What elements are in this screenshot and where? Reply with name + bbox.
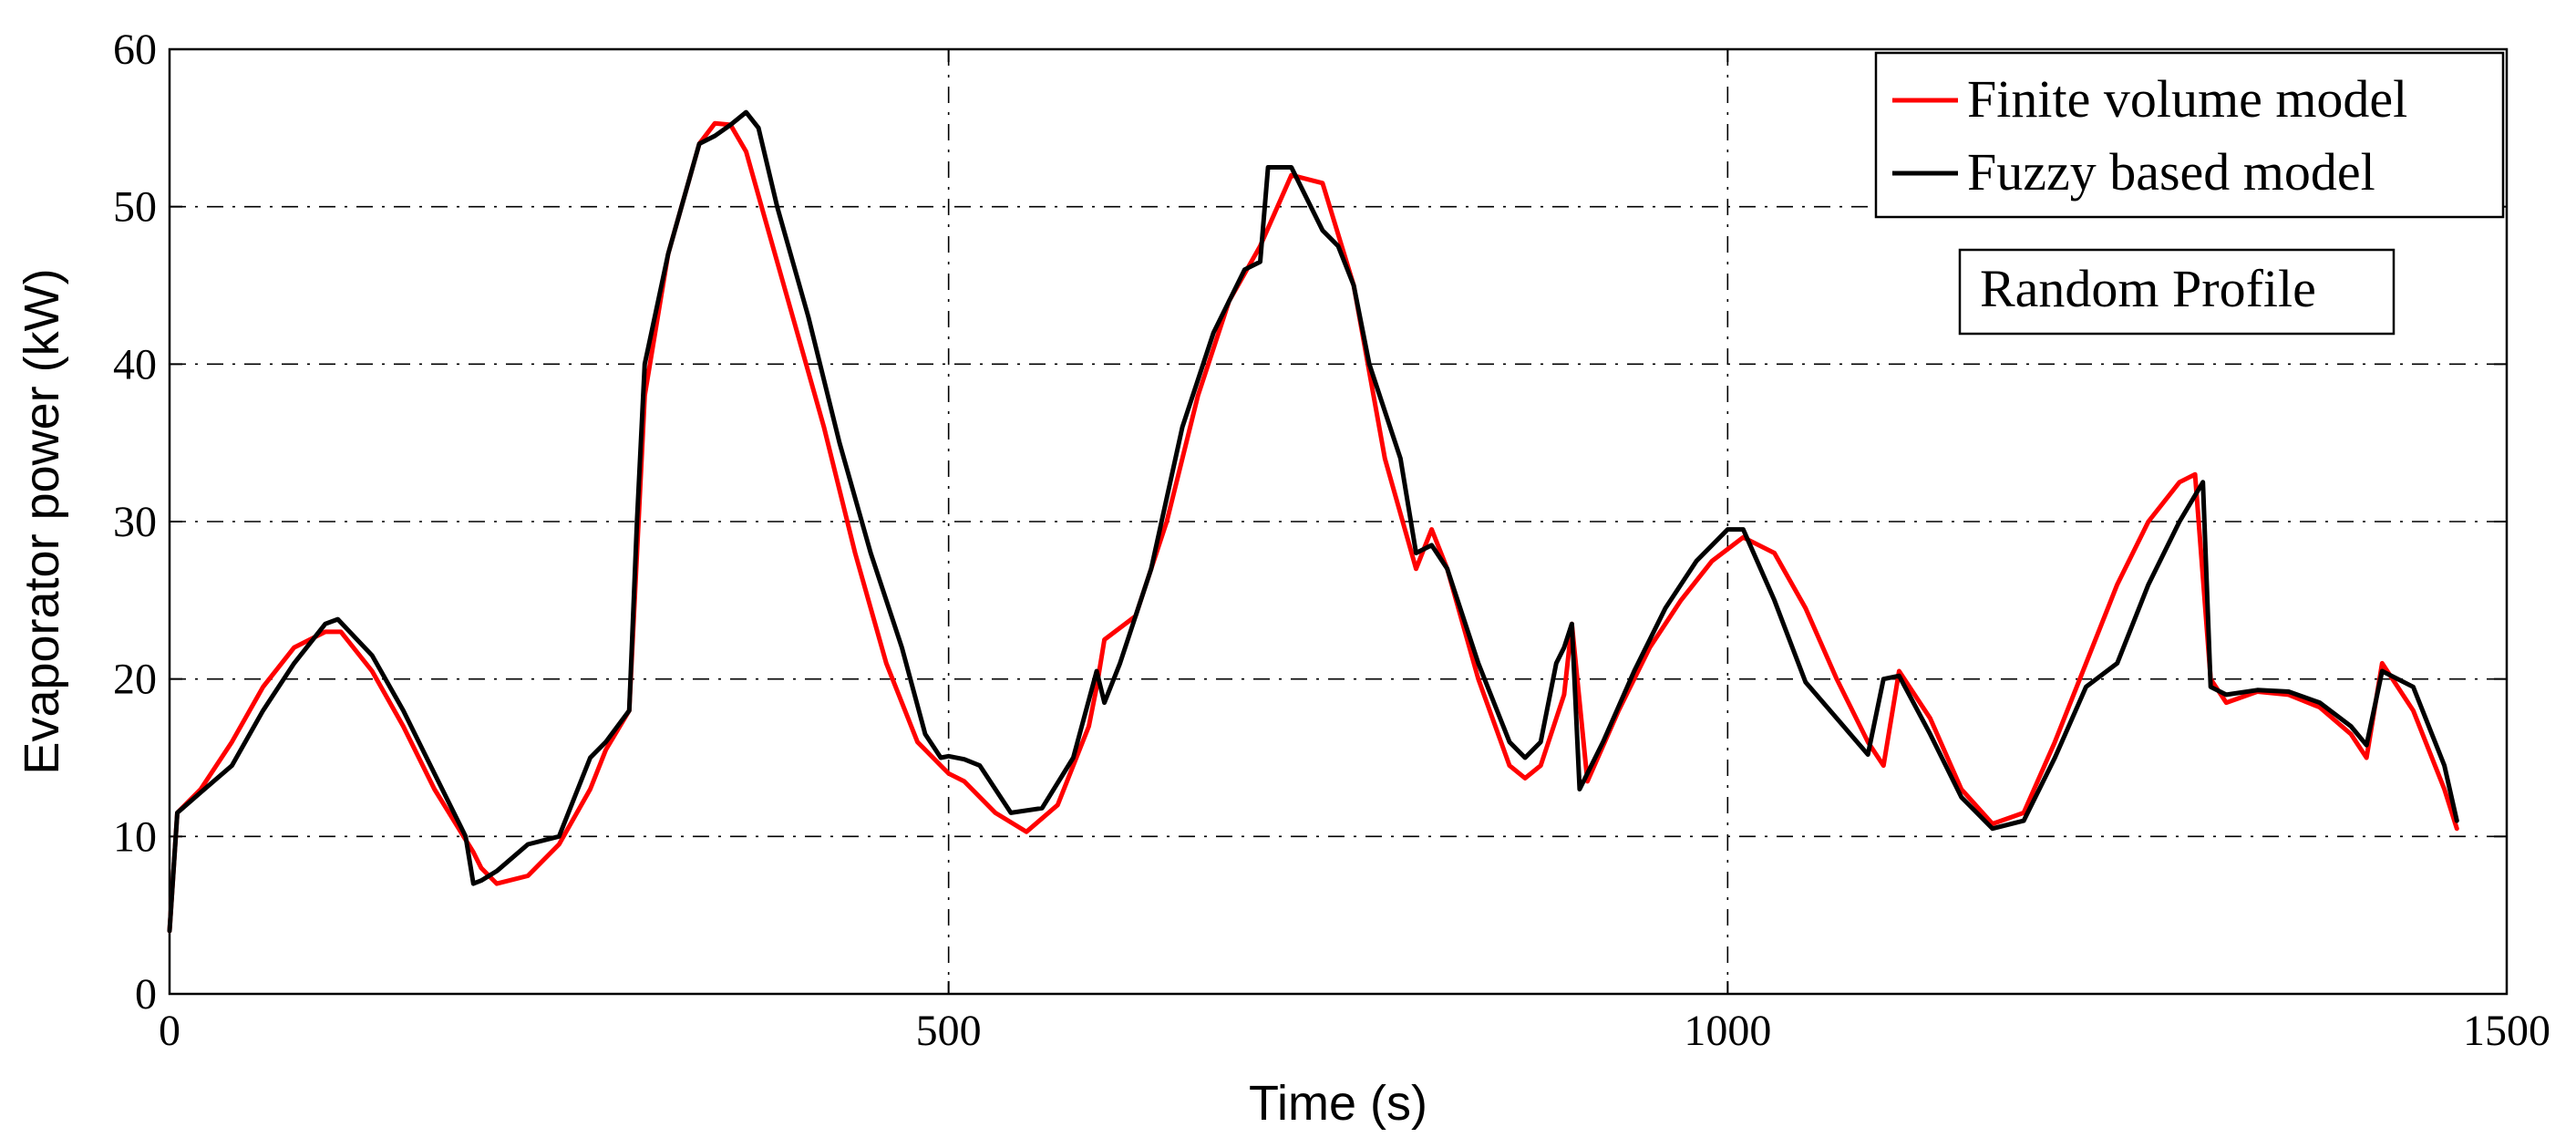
x-tick-label: 0 xyxy=(159,1007,180,1055)
series-line-finite-volume-model xyxy=(167,120,2459,934)
legend-label-finite-volume: Finite volume model xyxy=(1967,69,2407,129)
x-tick-label: 1000 xyxy=(1684,1007,1771,1055)
axis-ticks: 0 500 1000 1500 0 10 20 30 40 50 60 xyxy=(113,26,2550,1055)
annotation-label: Random Profile xyxy=(1980,259,2316,318)
y-tick-label: 60 xyxy=(113,26,157,74)
legend: Finite volume model Fuzzy based model xyxy=(1874,51,2505,219)
y-axis-title: Evaporator power (kW) xyxy=(15,268,69,774)
series-layer xyxy=(167,109,2459,934)
y-tick-label: 40 xyxy=(113,340,157,388)
legend-label-fuzzy-based: Fuzzy based model xyxy=(1967,142,2375,202)
y-tick-label: 20 xyxy=(113,656,157,704)
y-tick-label: 30 xyxy=(113,498,157,546)
annotation-frame xyxy=(1958,248,2396,336)
y-tick-label: 50 xyxy=(113,183,157,232)
annotation-box: Random Profile xyxy=(1958,248,2396,336)
series-line-fuzzy-based-model xyxy=(167,109,2459,934)
x-tick-label: 1500 xyxy=(2463,1007,2550,1055)
legend-box xyxy=(1874,51,2505,219)
x-axis-title: Time (s) xyxy=(1249,1076,1427,1131)
y-tick-label: 10 xyxy=(113,812,157,861)
x-tick-label: 500 xyxy=(916,1007,982,1055)
y-tick-label: 0 xyxy=(135,970,157,1019)
